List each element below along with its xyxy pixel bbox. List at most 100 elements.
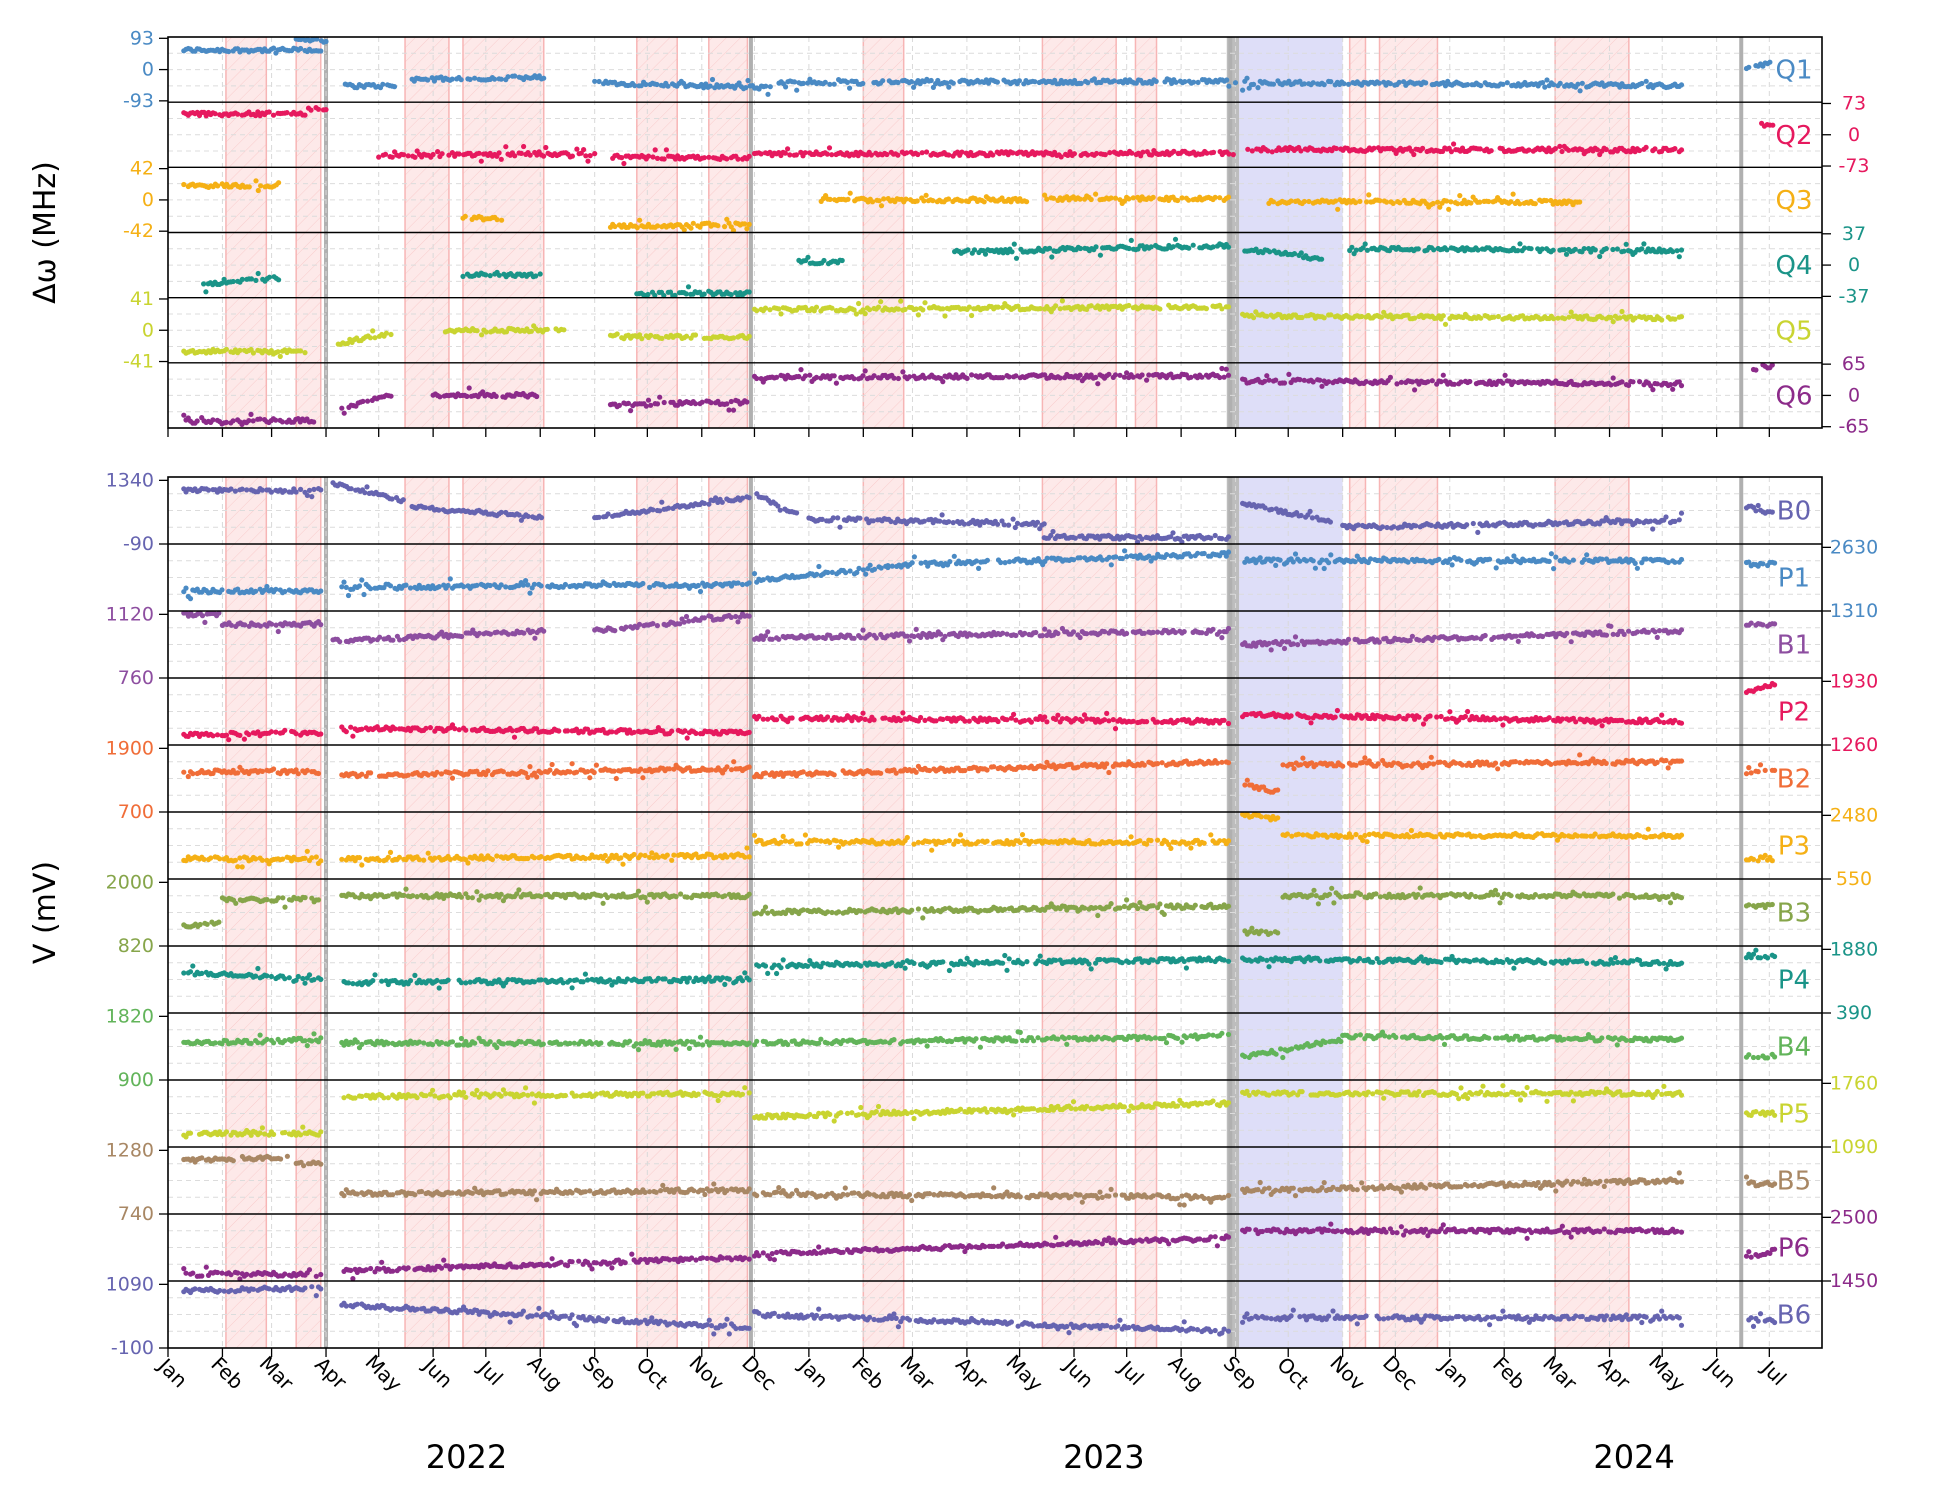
data-point [946,84,952,90]
data-point [1508,199,1514,205]
data-point [372,335,378,341]
data-point [391,84,398,90]
data-point [1290,559,1296,565]
data-point [643,403,649,409]
data-point [1371,145,1377,151]
data-point [1191,79,1197,85]
data-point [592,78,598,84]
data-point [767,84,773,90]
data-point [306,487,313,493]
data-point [1654,381,1660,387]
data-point [1240,87,1246,93]
data-point [1084,631,1090,637]
data-point [1475,529,1481,536]
data-point [744,226,750,232]
data-point [459,633,465,640]
data-point [951,553,957,559]
data-point [219,587,225,593]
data-point [1497,520,1503,526]
data-point [835,515,841,521]
data-point [1262,378,1268,384]
data-point [1225,625,1232,632]
data-point [1592,247,1598,253]
data-point [913,626,919,633]
data-point [230,418,236,424]
data-point [1058,154,1064,160]
data-point [527,152,533,158]
data-point [860,627,866,633]
data-point [1107,150,1113,156]
data-point [650,154,656,160]
data-point [1355,522,1361,528]
data-point [1425,379,1431,385]
data-point [1619,379,1625,385]
data-point [654,155,661,161]
data-point [273,622,279,628]
data-point [1603,246,1609,252]
data-point [1617,315,1623,321]
data-point [1420,145,1426,151]
data-point [370,328,376,334]
data-point [1129,150,1135,156]
data-point [1077,634,1083,641]
data-point [496,272,502,278]
data-point [802,150,808,156]
data-point [1255,85,1261,91]
data-point [1654,634,1660,641]
data-point [701,155,708,161]
data-point [302,112,308,118]
data-point [1277,557,1283,563]
data-point [1643,144,1649,150]
data-point [1667,382,1674,388]
data-point [1746,64,1752,70]
data-point [681,619,687,625]
data-point [339,584,345,590]
data-point [1632,315,1638,321]
data-point [528,328,535,334]
data-point [574,146,580,152]
data-point [538,583,544,589]
data-point [525,513,531,520]
data-point [928,77,934,84]
data-point [1623,241,1629,247]
data-point [663,147,670,153]
data-point [383,330,389,336]
red-band-hatch [296,477,321,1348]
data-point [1517,201,1523,207]
data-point [1335,206,1341,212]
data-point [867,631,873,638]
data-point [360,398,366,404]
data-point [1208,535,1214,541]
data-point [1360,245,1366,251]
data-point [1122,548,1128,554]
data-point [692,401,699,407]
data-point [521,143,527,150]
data-point [356,583,363,589]
data-point [1128,237,1134,243]
data-point [487,582,493,589]
data-point [1475,247,1481,253]
data-point [652,147,658,153]
data-point [1186,197,1192,203]
data-point [1517,241,1523,247]
data-point [1477,199,1483,205]
data-point [1244,75,1250,81]
data-point [746,580,752,586]
data-point [860,80,866,87]
data-point [776,306,782,312]
data-point [1172,629,1178,636]
data-point [255,270,261,277]
data-point [239,276,245,282]
data-point [1306,198,1312,205]
data-point [1047,245,1053,251]
data-point [474,582,480,588]
data-point [813,304,820,310]
data-point [891,375,897,381]
data-point [950,80,956,86]
data-point [1500,81,1506,87]
data-point [1186,245,1192,251]
data-point [544,326,550,332]
data-point [760,577,766,583]
data-point [1632,560,1638,567]
